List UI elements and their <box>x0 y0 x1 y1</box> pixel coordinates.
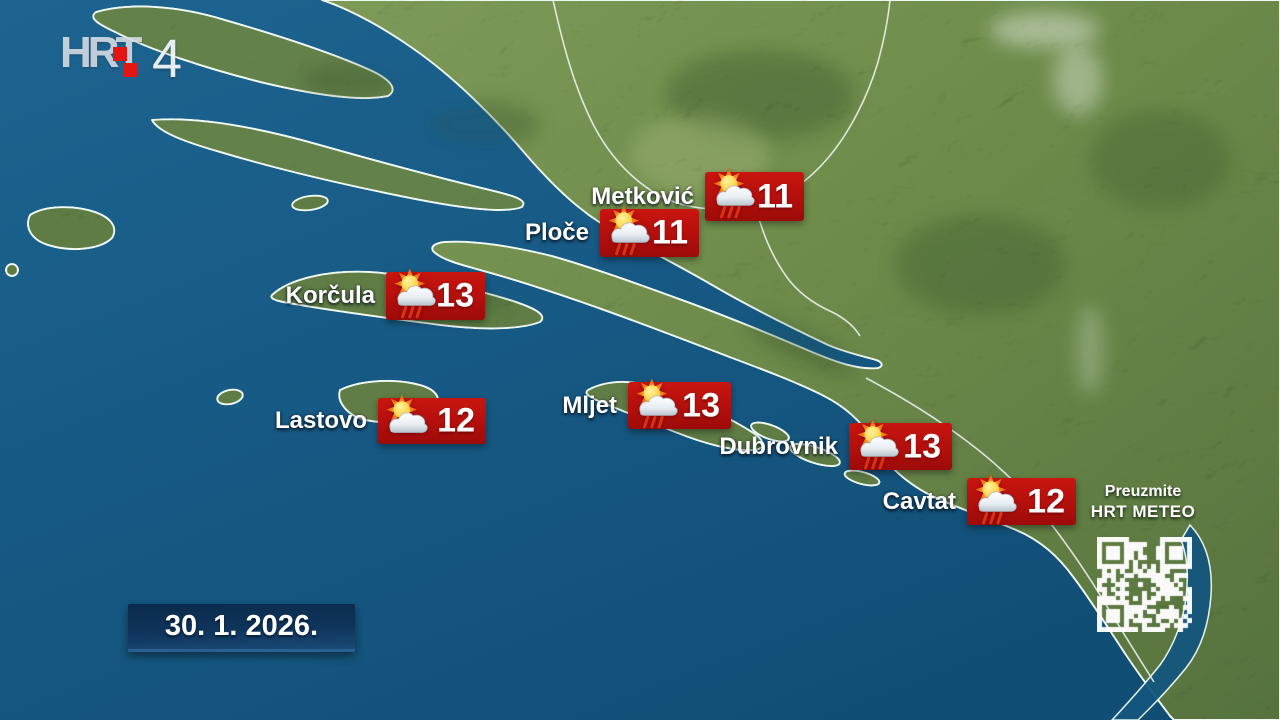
sun-cloud-icon <box>380 394 434 448</box>
temperature-value: 13 <box>682 386 720 424</box>
islet <box>216 388 244 406</box>
city-label: Mljet <box>562 391 617 419</box>
date-text: 30. 1. 2026. <box>164 610 319 642</box>
sun-cloud-rain-icon <box>969 474 1023 528</box>
weather-station: Metković 11 <box>591 172 804 221</box>
weather-station: Korčula 13 <box>286 272 485 320</box>
islet <box>789 442 841 468</box>
temperature-value: 13 <box>903 427 941 465</box>
island <box>151 118 525 212</box>
meteo-app-promo: Preuzmite HRT METEO <box>1073 483 1213 522</box>
hrt-logo-red-square <box>124 63 138 77</box>
sun-cloud-rain-icon <box>602 205 656 259</box>
sun-cloud-rain-icon <box>630 378 684 432</box>
temperature-badge: 13 <box>849 423 952 470</box>
city-label: Metković <box>591 182 694 210</box>
temperature-value: 12 <box>1027 482 1065 520</box>
temperature-badge: 12 <box>967 478 1076 525</box>
temperature-badge: 13 <box>386 272 485 320</box>
weather-station: Ploče 11 <box>525 209 699 257</box>
promo-line-2: HRT METEO <box>1090 502 1196 521</box>
temperature-badge: 11 <box>600 209 699 257</box>
date-badge: 30. 1. 2026. <box>128 604 355 652</box>
weather-station: Mljet 13 <box>562 382 731 429</box>
islet <box>843 469 881 487</box>
temperature-value: 11 <box>652 213 688 252</box>
temperature-value: 12 <box>437 401 475 440</box>
temperature-value: 13 <box>436 276 474 315</box>
temperature-badge: 11 <box>705 172 804 221</box>
channel-number: 4 <box>152 29 183 89</box>
weather-station: Dubrovnik 13 <box>719 423 952 470</box>
islet <box>750 421 790 443</box>
city-label: Lastovo <box>274 407 367 434</box>
temperature-badge: 12 <box>378 398 486 444</box>
temperature-badge: 13 <box>628 382 731 429</box>
city-label: Cavtat <box>882 487 956 515</box>
hrt-logo-red-square <box>113 47 127 61</box>
temperature-value: 11 <box>757 177 793 215</box>
sun-cloud-rain-icon <box>388 268 442 322</box>
island <box>27 206 116 250</box>
qr-code <box>1097 537 1192 632</box>
sun-cloud-rain-icon <box>851 419 905 473</box>
weather-station: Cavtat 12 <box>883 478 1076 525</box>
islet <box>291 194 329 212</box>
weather-station: Lastovo 12 <box>275 398 486 444</box>
promo-line-1: Preuzmite <box>1104 483 1182 500</box>
hrt-logo: HRT 4 <box>52 26 202 101</box>
islet <box>5 263 19 277</box>
city-label: Ploče <box>524 219 589 246</box>
city-label: Dubrovnik <box>719 432 838 460</box>
city-label: Korčula <box>285 282 375 309</box>
sun-cloud-rain-icon <box>707 168 761 222</box>
